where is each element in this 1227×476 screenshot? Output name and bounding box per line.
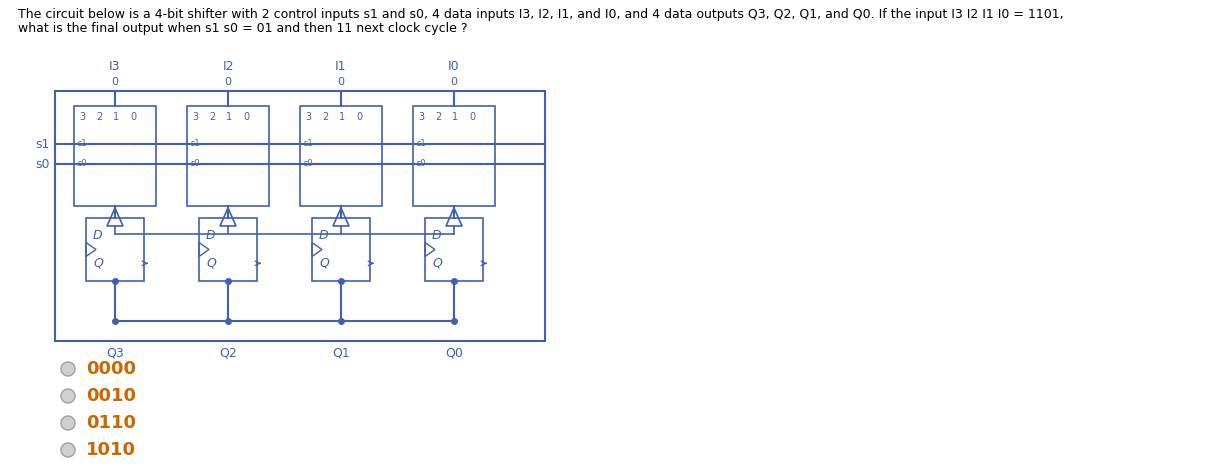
Text: 3: 3 [79,112,85,122]
Bar [199,218,256,281]
Text: Q: Q [319,257,329,270]
Text: D: D [206,229,216,242]
Text: 3: 3 [418,112,425,122]
Text: 0: 0 [450,77,458,87]
Text: what is the final output when s1 s0 = 01 and then 11 next clock cycle ?: what is the final output when s1 s0 = 01… [18,22,467,35]
Text: 0: 0 [469,112,475,122]
Text: 1: 1 [113,112,119,122]
Bar [187,106,269,206]
Bar [312,218,371,281]
Text: 2: 2 [96,112,102,122]
Text: s1: s1 [36,138,50,150]
Text: 1010: 1010 [86,441,136,459]
Text: s1: s1 [191,139,201,149]
Text: 2: 2 [434,112,442,122]
Text: s0: s0 [36,158,50,170]
Text: 1: 1 [452,112,458,122]
Text: s0: s0 [304,159,314,169]
Text: s1: s1 [79,139,87,149]
Bar [413,106,494,206]
Text: 0: 0 [337,77,345,87]
Text: 2: 2 [321,112,328,122]
Text: I3: I3 [109,60,120,73]
Circle shape [61,443,75,457]
Text: s0: s0 [79,159,87,169]
Text: 2: 2 [209,112,215,122]
Text: I1: I1 [335,60,347,73]
Text: D: D [319,229,329,242]
Circle shape [61,362,75,376]
Text: 0010: 0010 [86,387,136,405]
Circle shape [61,416,75,430]
Text: 0000: 0000 [86,360,136,378]
Text: 0: 0 [356,112,362,122]
Text: s1: s1 [417,139,427,149]
Text: Q: Q [93,257,103,270]
Text: s0: s0 [417,159,427,169]
Text: Q3: Q3 [106,346,124,359]
Text: 1: 1 [339,112,345,122]
Text: D: D [432,229,442,242]
Circle shape [61,389,75,403]
Text: Q: Q [206,257,216,270]
Text: 3: 3 [306,112,312,122]
Text: s1: s1 [304,139,314,149]
Text: D: D [93,229,103,242]
Text: Q2: Q2 [220,346,237,359]
Text: Q0: Q0 [445,346,463,359]
Text: Q: Q [432,257,442,270]
Bar [425,218,483,281]
Bar [299,106,382,206]
Text: Q1: Q1 [333,346,350,359]
Bar [74,106,156,206]
Text: I0: I0 [448,60,460,73]
Text: 0: 0 [225,77,232,87]
Text: s0: s0 [191,159,201,169]
Text: 0: 0 [130,112,136,122]
Bar [86,218,144,281]
Bar [55,91,545,341]
Text: The circuit below is a 4-bit shifter with 2 control inputs s1 and s0, 4 data inp: The circuit below is a 4-bit shifter wit… [18,8,1064,21]
Text: 3: 3 [191,112,198,122]
Text: 0: 0 [112,77,119,87]
Text: 0110: 0110 [86,414,136,432]
Text: I2: I2 [222,60,234,73]
Text: 1: 1 [226,112,232,122]
Text: 0: 0 [243,112,249,122]
